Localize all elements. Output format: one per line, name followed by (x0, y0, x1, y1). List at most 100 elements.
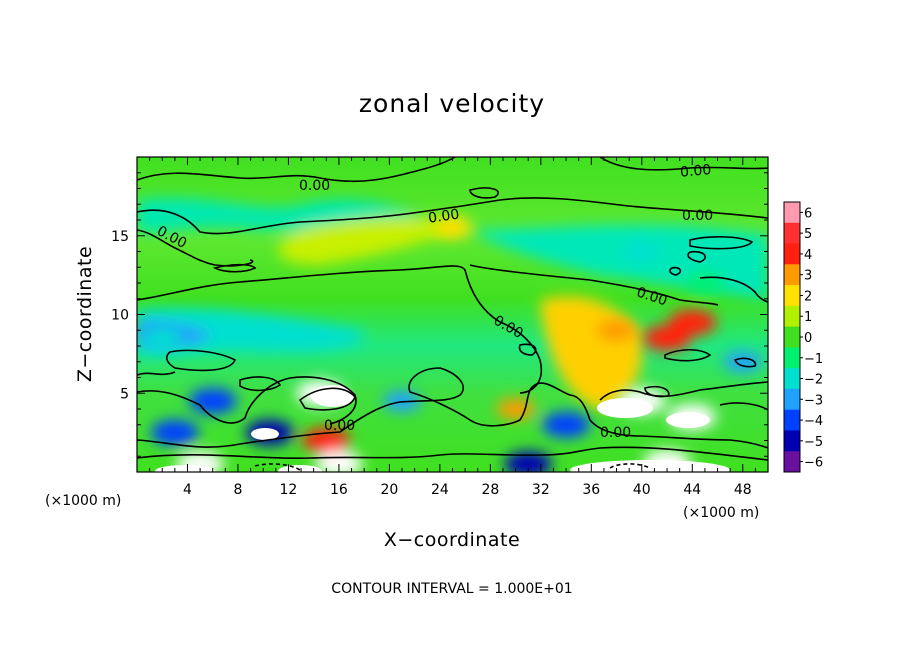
colorbar-swatch (784, 305, 800, 328)
x-tick-label: 8 (233, 482, 242, 498)
colorbar-label: −2 (804, 373, 823, 388)
x-tick-label: 32 (532, 482, 550, 498)
x-axis-label: X−coordinate (384, 529, 520, 551)
contour-line (137, 371, 176, 376)
field-cell (542, 411, 591, 438)
field-cell (723, 351, 762, 373)
white-zone (278, 465, 322, 472)
colorbar-label: 2 (804, 289, 812, 304)
plot-area: 0.00 0.00 0.00 0.00 0.00 0.00 0.00 0.00 … (137, 157, 768, 472)
contour-lines (137, 157, 768, 471)
colorbar-swatch (784, 326, 800, 348)
contour-line (469, 187, 499, 199)
x-tick-label: 20 (380, 482, 398, 498)
contour-label: 0.00 (679, 162, 711, 181)
x-tick-label: 12 (280, 482, 298, 498)
contour-line (137, 157, 456, 183)
contour-line (687, 250, 706, 263)
yellow-band-mid (278, 217, 470, 265)
colorbar-label: −4 (804, 414, 823, 429)
field-cell (433, 217, 472, 239)
colorbar-swatch (784, 368, 800, 390)
x-tick-label: 48 (734, 482, 752, 498)
colorbar-swatch (784, 451, 800, 473)
contour-line (137, 265, 542, 394)
contour-line (669, 266, 682, 276)
white-saturated-zones (155, 385, 730, 472)
field-blobs (137, 197, 768, 410)
contour-line (298, 387, 356, 411)
x-tick-label: 44 (683, 482, 701, 498)
contour-line (239, 376, 282, 392)
y-tick-label: 5 (120, 386, 129, 402)
contour-label: 0.00 (324, 418, 355, 434)
contour-line (137, 367, 768, 449)
contour-line (254, 463, 301, 471)
colorbar-label: −6 (804, 456, 823, 471)
y-axis-label: Z−coordinate (74, 246, 96, 382)
colorbar-swatch (784, 430, 800, 452)
colorbar-swatch (784, 409, 800, 431)
contour-line (212, 263, 257, 273)
field-cell (496, 398, 535, 420)
contour-line (664, 348, 712, 362)
x-tick-label: 28 (481, 482, 499, 498)
field-cell (668, 309, 717, 336)
contour-label: 0.00 (682, 208, 713, 224)
contour-line (699, 276, 768, 303)
colorbar-swatch (784, 347, 800, 369)
cyan-band-left (137, 308, 365, 357)
contour-line (137, 376, 357, 425)
colorbar-label: 0 (804, 331, 812, 346)
contour-line (733, 357, 757, 368)
colorbar-label: 3 (804, 269, 812, 284)
x-tick-label: 24 (431, 482, 449, 498)
contour-label: 0.00 (299, 178, 330, 194)
contour-line (599, 381, 768, 401)
field-cell (150, 419, 199, 446)
contour-line (689, 236, 754, 250)
contour-line (609, 463, 651, 469)
colorbar-swatch (784, 264, 800, 286)
white-zone (666, 412, 710, 428)
contour-line (599, 157, 768, 171)
y-axis-unit: (×1000 m) (45, 493, 121, 509)
contour-line (165, 349, 237, 372)
colorbar-label: 1 (804, 310, 812, 325)
colorbar-label: 6 (804, 206, 812, 221)
field-cell (188, 388, 237, 415)
field-cell (314, 451, 363, 472)
x-tick-label: 36 (582, 482, 600, 498)
contour-label: 0.00 (600, 425, 631, 441)
colorbar-label: −5 (804, 435, 823, 450)
contour-line (137, 446, 768, 461)
chart-title: zonal velocity (359, 89, 545, 118)
white-zone (597, 398, 653, 418)
contour-line (518, 343, 537, 356)
colorbar-swatch (784, 222, 800, 245)
colorbar-label: 4 (804, 248, 812, 263)
field-cell (685, 272, 725, 294)
y-tick-label: 10 (111, 308, 129, 324)
contour-line (644, 385, 670, 398)
colorbar: 6 5 4 3 2 1 0 −1 −2 −3 −4 −5 −6 (783, 201, 823, 473)
contour-label: 0.00 (427, 207, 460, 227)
x-tick-label: 40 (633, 482, 651, 498)
field-cell (597, 319, 636, 341)
colorbar-label: 5 (804, 227, 812, 242)
colorbar-swatch (784, 285, 800, 307)
x-axis-unit: (×1000 m) (683, 505, 759, 521)
white-zone (570, 460, 730, 472)
y-tick-label: 15 (111, 229, 129, 245)
white-zone (155, 465, 215, 472)
colorbar-label: −3 (804, 393, 823, 408)
field-cell (622, 241, 661, 262)
white-zone (251, 428, 279, 440)
contour-line (469, 264, 719, 306)
x-tick-label: 4 (183, 482, 192, 498)
colorbar-swatch (784, 202, 800, 224)
contour-interval-note: CONTOUR INTERVAL = 1.000E+01 (331, 581, 572, 597)
contour-line (137, 197, 768, 235)
